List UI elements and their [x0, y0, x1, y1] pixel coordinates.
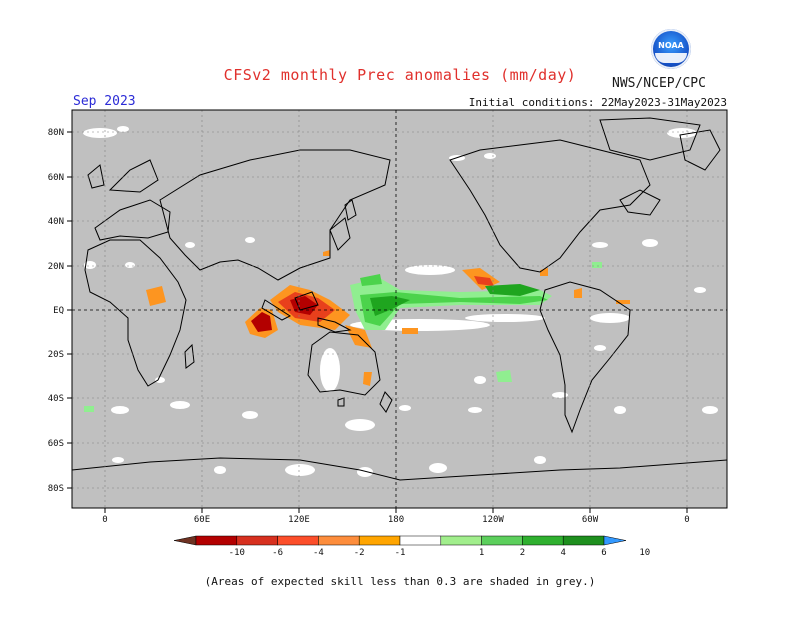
legend-label: -10	[229, 548, 245, 558]
legend-label: 10	[639, 548, 650, 558]
legend-label: 1	[479, 548, 484, 558]
coastlines	[72, 117, 727, 481]
lat-label: 40S	[48, 394, 64, 404]
legend-label: 6	[601, 548, 606, 558]
lon-label: 0	[684, 515, 689, 525]
logo-text: NOAA	[658, 41, 684, 50]
lat-label: 60N	[48, 173, 64, 183]
lat-label: EQ	[53, 306, 64, 316]
legend-label: -4	[313, 548, 324, 558]
lat-label: 60S	[48, 439, 64, 449]
legend-swatch	[318, 535, 360, 546]
legend-label: -2	[354, 548, 365, 558]
white-patches	[83, 126, 718, 477]
wet-anomaly-regions	[84, 262, 602, 412]
legend-label: 4	[560, 548, 565, 558]
lat-label: 80N	[48, 128, 64, 138]
initial-conditions: Initial conditions: 22May2023-31May2023	[468, 96, 727, 109]
legend-swatch	[562, 535, 605, 546]
map-frame	[71, 109, 728, 509]
noaa-logo-icon: NOAA	[651, 29, 691, 69]
legend-label: -6	[272, 548, 283, 558]
legend-swatch	[358, 535, 401, 546]
skill-mask-background	[72, 110, 727, 508]
equator-dateline	[72, 110, 727, 508]
forecast-month: Sep 2023	[73, 94, 136, 109]
lon-label: 60E	[194, 515, 210, 525]
agency-label: NWS/NCEP/CPC	[612, 76, 706, 91]
legend-swatch	[481, 535, 523, 546]
legend-min-arrow	[173, 535, 197, 546]
legend-label: -1	[395, 548, 406, 558]
legend-swatch	[236, 535, 278, 546]
lon-label: 180	[388, 515, 404, 525]
lon-label: 120E	[288, 515, 310, 525]
lat-label: 40N	[48, 217, 64, 227]
lat-label: 80S	[48, 484, 64, 494]
lon-label: 0	[102, 515, 107, 525]
legend-swatch	[522, 535, 564, 546]
legend-swatch	[399, 535, 442, 546]
longitude-ticks: 0 60E 120E 180 120W 60W 0	[102, 508, 690, 525]
legend-max-arrow	[603, 535, 627, 546]
skill-note: (Areas of expected skill less than 0.3 a…	[204, 575, 596, 588]
color-legend: -10 -6 -4 -2 -1 1 2 4 6 10	[173, 535, 650, 558]
lat-label: 20N	[48, 262, 64, 272]
lat-label: 20S	[48, 350, 64, 360]
graticule	[72, 110, 727, 508]
legend-swatch	[195, 535, 238, 546]
latitude-ticks: 80N 60N 40N 20N EQ 20S 40S 60S 80S	[48, 128, 72, 494]
legend-swatch	[440, 535, 482, 546]
map-title: CFSv2 monthly Prec anomalies (mm/day)	[223, 66, 577, 84]
legend-swatch	[277, 535, 319, 546]
lon-label: 120W	[482, 515, 504, 525]
lon-label: 60W	[582, 515, 599, 525]
legend-label: 2	[520, 548, 525, 558]
